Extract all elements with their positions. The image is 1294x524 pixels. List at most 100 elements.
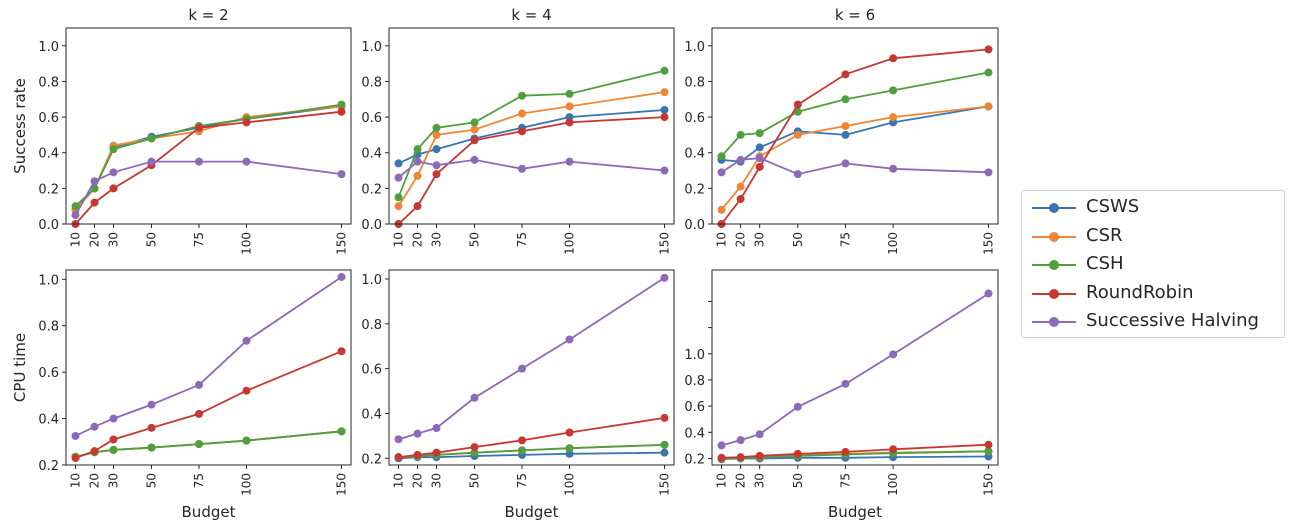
- data-point-csws: [660, 105, 669, 114]
- data-point-roundrobin: [470, 443, 479, 452]
- data-point-successive-halving: [793, 402, 802, 411]
- data-point-roundrobin: [793, 100, 802, 109]
- data-point-roundrobin: [518, 127, 526, 136]
- data-point-roundrobin: [565, 118, 574, 127]
- data-point-successive-halving: [755, 430, 764, 439]
- data-point-csh: [242, 436, 251, 445]
- legend-marker-swatch: [1049, 231, 1059, 242]
- x-tick-label: 50: [791, 473, 805, 488]
- x-tick-label: 100: [886, 232, 900, 255]
- x-tick-label: 10: [715, 232, 729, 247]
- data-point-successive-halving: [470, 155, 479, 164]
- data-point-successive-halving: [793, 170, 802, 179]
- y-tick-label: 1.0: [38, 40, 59, 55]
- x-tick-label: 75: [838, 232, 852, 247]
- data-point-csh: [984, 447, 993, 456]
- data-point-roundrobin: [793, 449, 802, 458]
- x-tick-label: 30: [753, 232, 767, 247]
- y-tick-label: 1.0: [684, 40, 705, 55]
- data-point-csr: [841, 122, 850, 130]
- data-point-roundrobin: [755, 451, 764, 460]
- x-tick-label: 150: [658, 232, 672, 255]
- x-tick-label: 150: [335, 473, 349, 496]
- x-tick-label: 100: [563, 232, 577, 255]
- data-point-successive-halving: [147, 157, 156, 166]
- data-point-csh: [147, 134, 156, 143]
- data-point-successive-halving: [337, 272, 346, 281]
- plot-frame: [388, 27, 675, 225]
- data-point-roundrobin: [889, 445, 898, 454]
- x-tick-label: 30: [753, 473, 767, 488]
- data-point-roundrobin: [394, 453, 403, 462]
- y-tick-label: 0.4: [38, 147, 59, 162]
- data-point-csh: [660, 440, 669, 449]
- data-point-csr: [518, 109, 526, 118]
- data-point-roundrobin: [242, 386, 251, 395]
- data-point-successive-halving: [717, 441, 726, 450]
- plot-frame: [711, 27, 999, 225]
- data-point-roundrobin: [147, 423, 156, 432]
- data-point-csr: [889, 113, 898, 122]
- data-point-roundrobin: [660, 113, 669, 122]
- data-point-roundrobin: [413, 202, 422, 211]
- series-line-csh: [720, 71, 989, 157]
- data-point-successive-halving: [337, 170, 346, 179]
- x-tick-label: 50: [145, 473, 159, 488]
- data-point-successive-halving: [71, 431, 80, 440]
- legend-label: CSWS: [1086, 196, 1140, 217]
- legend-marker-swatch: [1049, 317, 1059, 327]
- series-line-csr: [74, 105, 342, 211]
- y-tick-label: 0.0: [361, 218, 382, 233]
- x-tick-label: 10: [69, 473, 83, 488]
- y-tick-label: 0.8: [361, 75, 382, 90]
- data-point-csws: [841, 130, 850, 139]
- data-point-csh: [660, 66, 669, 75]
- x-tick-label: 20: [411, 232, 425, 247]
- data-point-successive-halving: [413, 157, 422, 166]
- legend: CSWS CSR CSH RoundRobin Successive Halving: [1021, 190, 1285, 338]
- y-axis-label: Success rate: [11, 78, 29, 174]
- data-point-successive-halving: [565, 335, 574, 344]
- data-point-successive-halving: [984, 168, 993, 177]
- y-tick-label: 0.2: [684, 452, 705, 467]
- data-point-csr: [717, 205, 726, 214]
- data-point-successive-halving: [755, 154, 764, 163]
- y-tick-label: 1.0: [361, 273, 382, 288]
- y-axis-label: CPU time: [11, 333, 29, 402]
- data-point-csr: [565, 102, 574, 111]
- data-point-successive-halving: [147, 400, 156, 409]
- data-point-csws: [394, 159, 403, 168]
- x-axis-label: Budget: [505, 503, 559, 521]
- y-tick-label: 0.2: [684, 182, 705, 197]
- data-point-roundrobin: [195, 409, 203, 418]
- y-tick-label: 0.6: [684, 400, 705, 415]
- data-point-roundrobin: [195, 123, 203, 132]
- x-tick-label: 20: [88, 232, 102, 247]
- data-point-roundrobin: [736, 453, 745, 462]
- data-point-roundrobin: [109, 184, 118, 193]
- panel-2: 0.0 0.2 0.4 0.6 0.8 1.0 10 20 30 50 75 100 150 k = 4: [361, 6, 675, 255]
- data-point-roundrobin: [71, 454, 80, 463]
- data-point-csh: [755, 129, 764, 138]
- data-point-roundrobin: [242, 118, 251, 127]
- data-point-successive-halving: [90, 177, 99, 186]
- legend-marker-swatch: [1049, 260, 1059, 270]
- data-point-successive-halving: [660, 273, 669, 282]
- data-point-csr: [413, 171, 422, 180]
- data-point-csws: [660, 448, 669, 457]
- data-point-roundrobin: [109, 435, 118, 444]
- panel-title: k = 4: [511, 6, 551, 24]
- plot-frame: [65, 269, 352, 466]
- data-point-successive-halving: [518, 364, 526, 373]
- data-point-roundrobin: [889, 54, 898, 63]
- data-point-roundrobin: [717, 453, 726, 462]
- data-point-successive-halving: [518, 164, 526, 173]
- data-point-csh: [71, 202, 80, 211]
- y-tick-label: 0.2: [361, 182, 382, 197]
- data-point-csr: [432, 130, 441, 139]
- y-tick-label: 0.8: [38, 320, 59, 335]
- data-point-roundrobin: [470, 136, 479, 145]
- data-point-successive-halving: [889, 164, 898, 173]
- data-point-successive-halving: [841, 159, 850, 168]
- x-tick-label: 20: [734, 473, 748, 488]
